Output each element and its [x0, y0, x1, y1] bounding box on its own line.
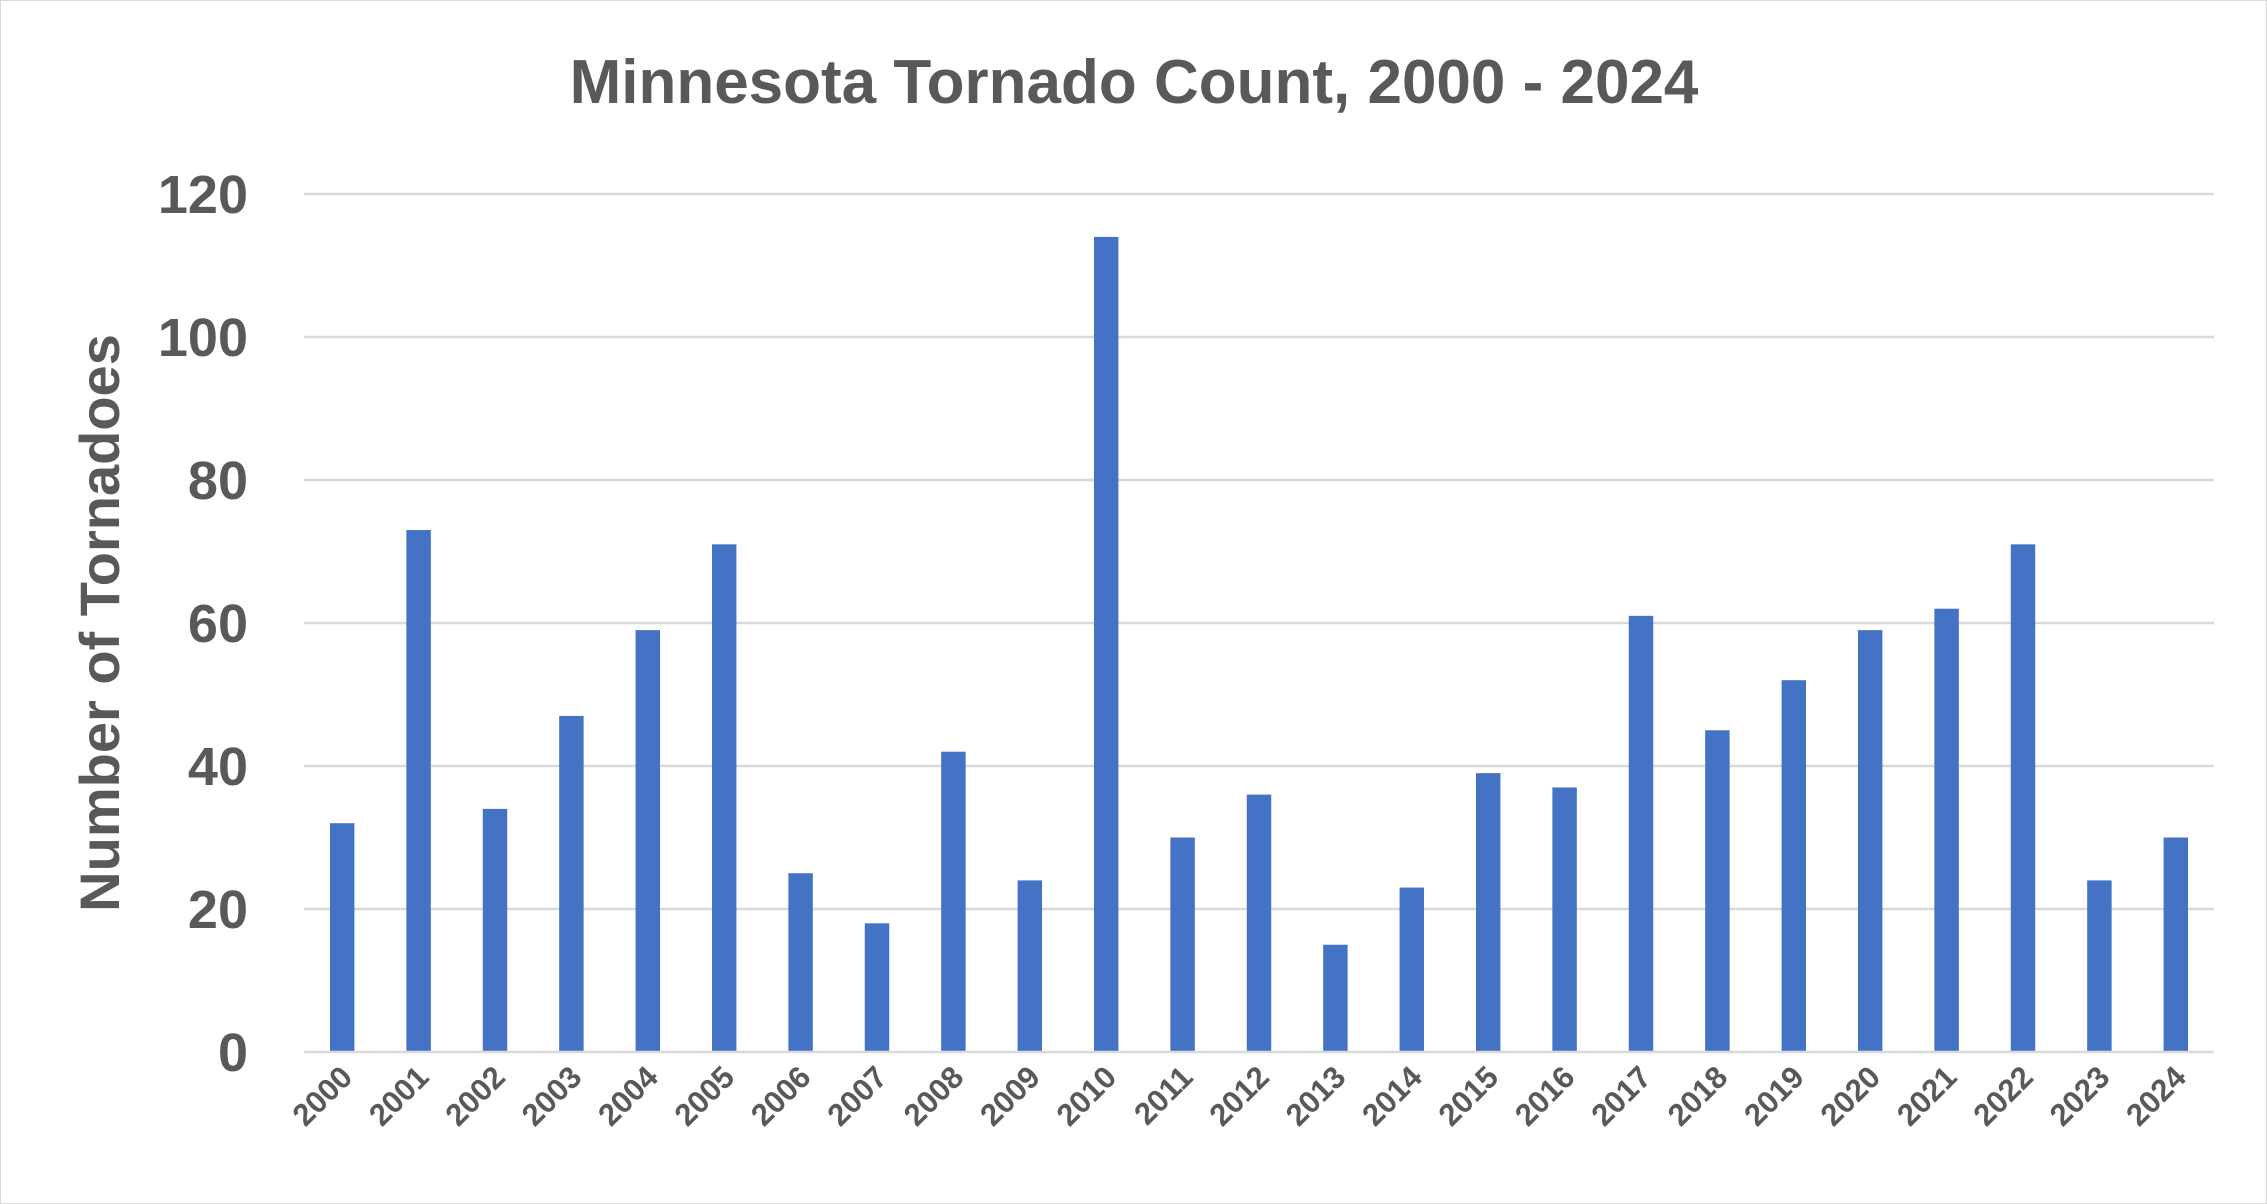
- x-tick-label: 2001: [362, 1059, 436, 1133]
- x-tick-label: 2002: [438, 1059, 512, 1133]
- bar-2017: [1628, 615, 1654, 1052]
- bar-2014: [1399, 887, 1425, 1052]
- x-tick-label: 2012: [1202, 1059, 1276, 1133]
- x-tick-label: 2016: [1508, 1059, 1582, 1133]
- x-tick-label: 2003: [515, 1059, 589, 1133]
- bar-2024: [2163, 837, 2189, 1052]
- y-tick-label: 40: [188, 737, 248, 797]
- chart-title: Minnesota Tornado Count, 2000 - 2024: [570, 48, 1699, 117]
- bar-2015: [1475, 773, 1501, 1052]
- y-tick-label: 120: [158, 165, 248, 225]
- x-tick-label: 2018: [1661, 1059, 1735, 1133]
- bar-2008: [941, 751, 966, 1052]
- x-tick-label: 2021: [1890, 1059, 1964, 1133]
- x-tick-label: 2010: [1050, 1059, 1124, 1133]
- bar-2006: [788, 873, 813, 1052]
- x-tick-label: 2024: [2119, 1059, 2193, 1133]
- bar-2018: [1705, 730, 1730, 1052]
- x-axis-ticks: 2000 2001 2002 2003 2004 2005 2006 2007 2008 2009…: [286, 1059, 2194, 1133]
- x-tick-label: 2011: [1127, 1059, 1199, 1131]
- x-tick-label: 2015: [1432, 1059, 1506, 1133]
- x-tick-label: 2000: [286, 1059, 360, 1133]
- y-axis-label: Number of Tornadoes: [68, 334, 131, 912]
- bar-2005: [711, 544, 737, 1052]
- y-tick-label: 20: [188, 880, 248, 940]
- x-tick-label: 2007: [820, 1059, 894, 1133]
- bar-2003: [559, 715, 584, 1052]
- y-tick-label: 0: [218, 1023, 248, 1083]
- bar-2002: [482, 808, 508, 1052]
- y-tick-label: 60: [188, 594, 248, 654]
- bar-2020: [1857, 630, 1883, 1052]
- bar-2011: [1170, 837, 1195, 1052]
- bar-2021: [1934, 608, 1959, 1052]
- gridlines: [304, 192, 2214, 911]
- bar-2004: [635, 630, 661, 1052]
- x-tick-label: 2004: [591, 1059, 665, 1133]
- y-tick-label: 100: [158, 308, 248, 368]
- bar-2016: [1552, 787, 1577, 1052]
- bar-2001: [406, 530, 431, 1052]
- x-tick-label: 2005: [668, 1059, 742, 1133]
- x-tick-label: 2006: [744, 1059, 818, 1133]
- bar-2023: [2087, 880, 2112, 1052]
- bar-2007: [864, 923, 890, 1052]
- x-tick-label: 2019: [1737, 1059, 1811, 1133]
- bar-2010: [1093, 236, 1119, 1052]
- y-tick-label: 80: [188, 451, 248, 511]
- x-tick-label: 2017: [1584, 1059, 1658, 1133]
- y-axis-ticks: 0 20 40 60 80 100 120: [158, 165, 248, 1083]
- bar-2009: [1017, 880, 1043, 1052]
- bar-2013: [1323, 944, 1348, 1052]
- bars: [329, 236, 2189, 1052]
- bar-2022: [2010, 544, 2036, 1052]
- x-tick-label: 2022: [1966, 1059, 2040, 1133]
- x-tick-label: 2013: [1279, 1059, 1353, 1133]
- x-tick-label: 2020: [1814, 1059, 1888, 1133]
- bar-2012: [1246, 794, 1272, 1052]
- bar-2000: [329, 823, 355, 1052]
- bar-2019: [1781, 680, 1807, 1052]
- x-tick-label: 2023: [2043, 1059, 2117, 1133]
- x-tick-label: 2009: [973, 1059, 1047, 1133]
- x-tick-label: 2014: [1355, 1059, 1429, 1133]
- x-tick-label: 2008: [897, 1059, 971, 1133]
